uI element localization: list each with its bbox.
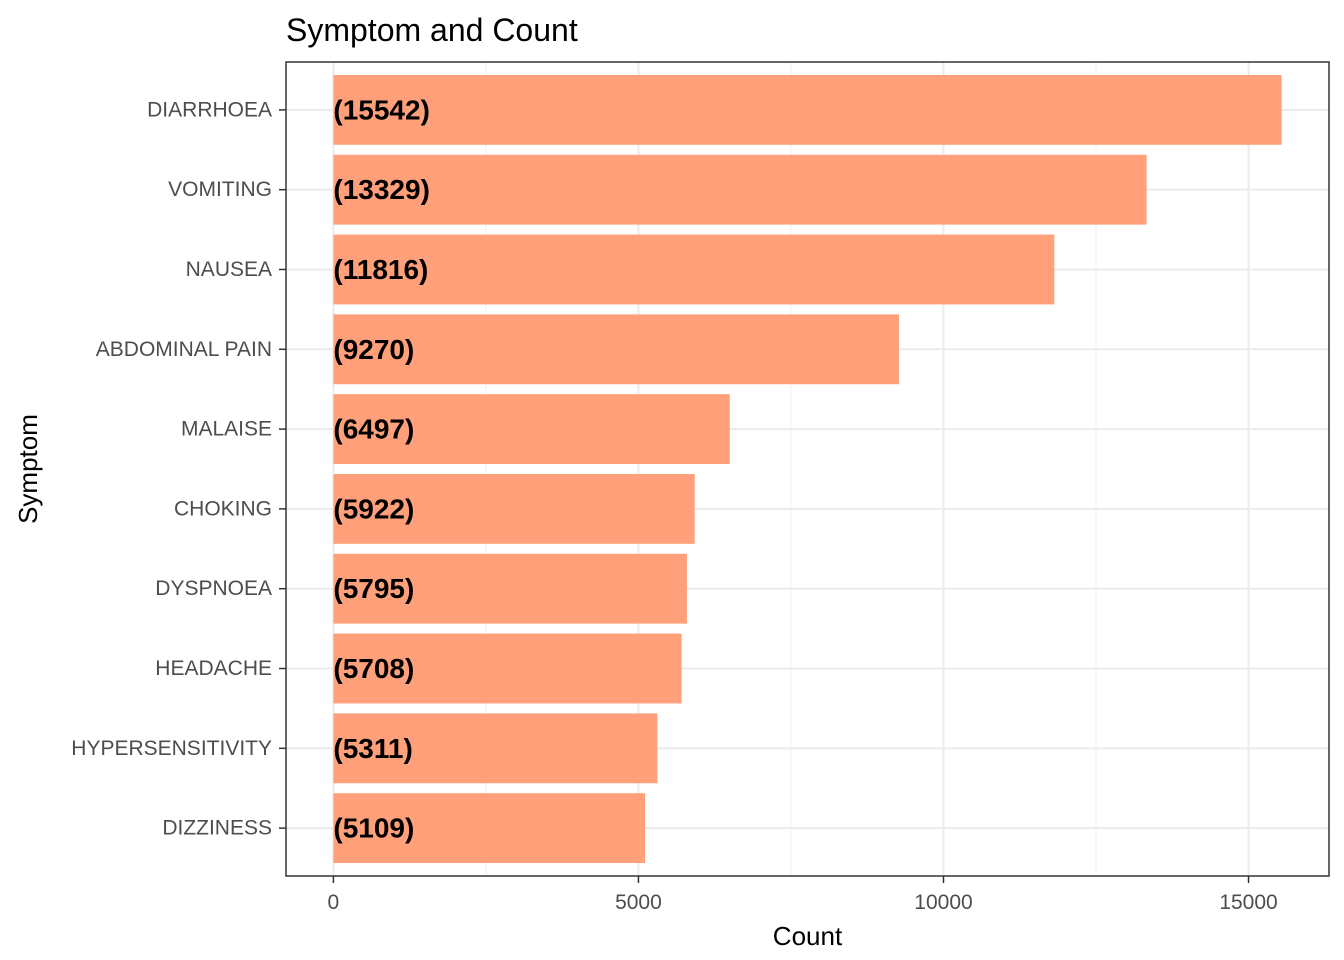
bar-choking: [333, 473, 695, 544]
bars: [333, 74, 1282, 864]
data-label: (5708): [333, 653, 414, 684]
data-label: (6497): [333, 414, 414, 445]
x-tick-label: 5000: [615, 891, 662, 914]
y-tick-label: DYSPNOEA: [155, 577, 272, 600]
chart-title: Symptom and Count: [286, 12, 578, 48]
bar-malaise: [333, 394, 730, 465]
y-tick-label: NAUSEA: [186, 258, 272, 281]
data-label: (11816): [333, 254, 428, 285]
bar-diarrhoea: [333, 74, 1282, 145]
y-tick-label: DIARRHOEA: [147, 98, 272, 121]
data-labels: (15542) (13329) (11816) (9270) (6497) (5922) (…: [333, 94, 430, 843]
bar-dyspnoea: [333, 553, 687, 624]
bar-abdominal-pain: [333, 314, 899, 385]
y-tick-label: ABDOMINAL PAIN: [96, 338, 272, 361]
y-tick-label: HEADACHE: [155, 657, 272, 680]
y-tick-label: CHOKING: [174, 497, 272, 520]
data-label: (9270): [333, 334, 414, 365]
bar-headache: [333, 633, 682, 704]
panel-border: [285, 61, 1330, 877]
bar-dizziness: [333, 793, 646, 864]
bar-hypersensitivity: [333, 713, 658, 784]
y-tick-label: HYPERSENSITIVITY: [71, 737, 272, 760]
axes: 0 5000 10000 15000 DIARRHOEA VOMITING NAUSEA AB…: [71, 98, 1277, 914]
bar-nausea: [333, 234, 1055, 305]
data-label: (5795): [333, 573, 414, 604]
y-tick-label: MALAISE: [181, 418, 272, 441]
x-tick-label: 10000: [914, 891, 972, 914]
x-tick-label: 15000: [1219, 891, 1277, 914]
data-label: (15542): [333, 94, 430, 125]
data-label: (5922): [333, 493, 414, 524]
data-label: (5311): [333, 733, 412, 764]
y-tick-label: VOMITING: [168, 178, 272, 201]
data-label: (13329): [333, 174, 430, 205]
y-tick-label: DIZZINESS: [162, 817, 272, 840]
data-label: (5109): [333, 813, 414, 844]
y-axis-title: Symptom: [13, 414, 43, 524]
x-axis-title: Count: [773, 921, 843, 951]
x-tick-label: 0: [328, 891, 340, 914]
bar-vomiting: [333, 154, 1147, 225]
